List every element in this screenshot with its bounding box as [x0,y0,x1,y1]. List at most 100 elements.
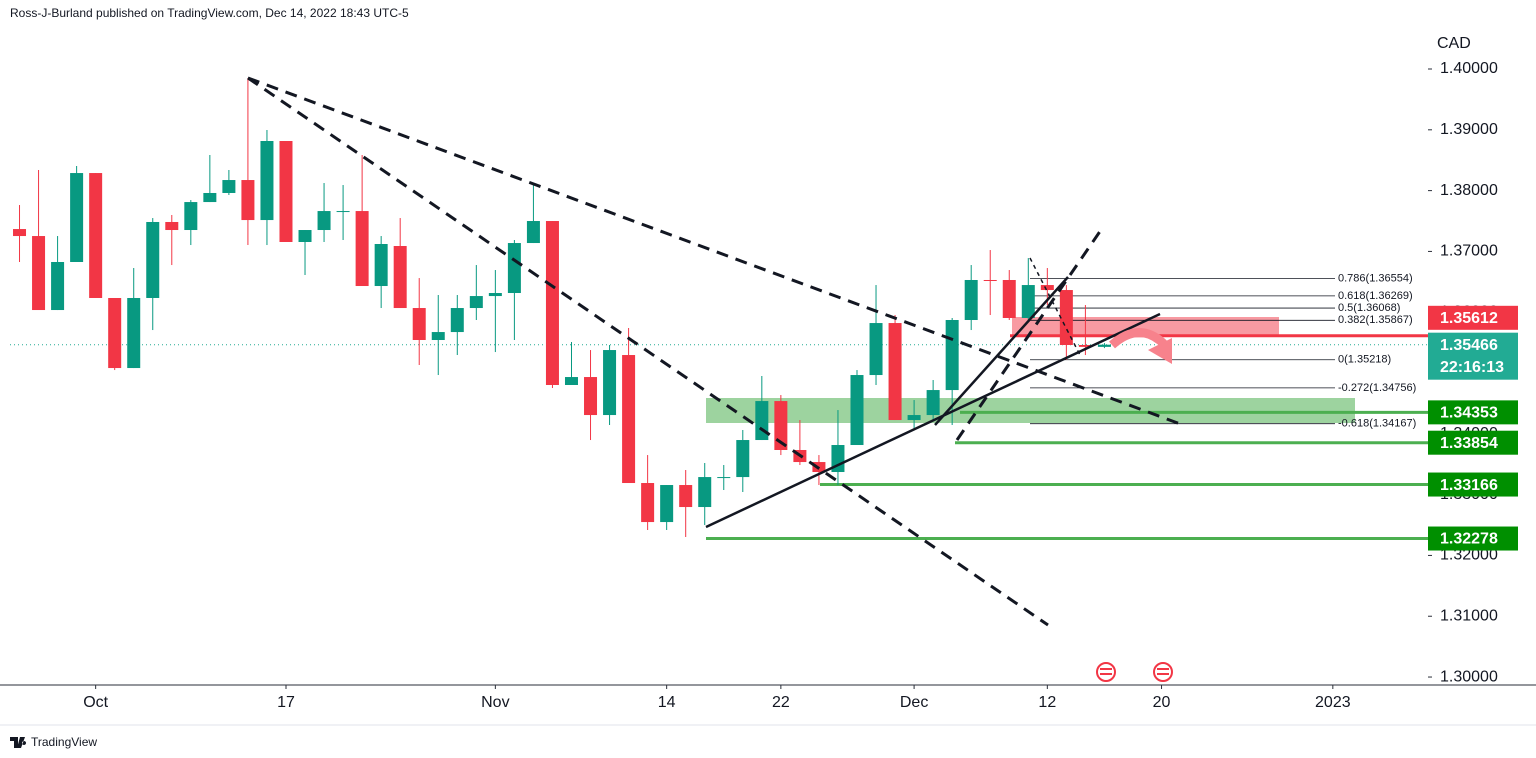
trend-line [247,76,1049,627]
arrow-head [1148,338,1172,364]
countdown: 22:16:13 [1440,359,1504,376]
fib-label: 0(1.35218) [1338,354,1391,366]
x-tick-label: 22 [772,694,790,711]
candle-body [488,293,502,297]
candle-body [945,320,959,391]
candle-body [260,141,274,221]
candle-body [698,477,712,508]
candle-body [584,377,598,416]
price-box [1428,472,1518,497]
price-box [1428,305,1518,330]
fib-label: -0.272(1.34756) [1338,382,1416,394]
candle-body [146,221,160,298]
x-tick-label: 14 [658,694,676,711]
candle-body [431,332,445,341]
y-tick-label: 1.40000 [1440,60,1498,77]
arrow [1109,328,1169,349]
candle-body [888,323,902,421]
x-tick-label: Oct [83,694,108,711]
fib-label: 0.5(1.36068) [1338,302,1400,314]
candle-body [241,180,255,221]
candle-body [1002,279,1016,318]
fib-label: -0.618(1.34167) [1338,418,1416,430]
price-box-label: 1.35612 [1440,310,1498,327]
x-tick-label: Nov [481,694,509,711]
candle-body [964,279,978,321]
trend-lines [247,76,1184,627]
candle-body [717,477,731,479]
footer: TradingView [31,735,97,749]
candle-body [279,141,293,242]
candle-body [1021,285,1035,318]
candle-body [545,221,559,386]
candle-body [13,229,27,237]
event-flag [1153,662,1173,682]
fib-label: 0.786(1.36554) [1338,272,1413,284]
candle-body [660,485,674,523]
price-box [1428,526,1518,551]
x-tick-label: 2023 [1315,694,1351,711]
candle-body [679,485,693,508]
candle-body [127,297,141,369]
candle-body [336,211,350,213]
fib-label: 0.618(1.36269) [1338,290,1413,302]
x-tick-label: 17 [277,694,295,711]
candle-body [850,375,864,446]
candle-body [32,236,46,311]
candle-body [926,390,940,416]
event-flag [1096,662,1116,682]
candle-body [622,355,636,484]
price-box-label: 1.33854 [1440,435,1498,452]
y-tick-label: 1.30000 [1440,668,1498,685]
trend-line [934,276,1069,426]
candle-body [450,308,464,333]
price-box [1428,400,1518,425]
candle-body [412,308,426,341]
candle-body [526,221,540,244]
y-tick-label: 1.39000 [1440,121,1498,138]
price-box-label: 1.35466 [1440,337,1498,354]
price-box-label: 1.33166 [1440,477,1498,494]
candle-body [983,279,997,281]
price-box-label: 1.32278 [1440,531,1498,548]
logo [10,737,27,748]
candle-body [184,202,198,231]
price-box-label: 1.34353 [1440,405,1498,422]
candle-body [564,377,578,386]
price-box [1428,430,1518,455]
header: Ross-J-Burland published on TradingView.… [10,6,409,20]
resistance-zone [1012,317,1279,336]
candle-body [165,221,179,231]
x-tick-label: Dec [900,694,928,711]
flag-stripe [1157,673,1169,675]
x-tick-label: 12 [1038,694,1056,711]
candle-body [108,297,122,369]
candle-body [1097,344,1111,347]
currency: CAD [1437,35,1471,52]
candle-body [51,261,65,311]
candle-body [89,173,103,298]
flag-stripe [1100,673,1112,675]
candle-body [222,180,236,193]
y-tick-label: 1.38000 [1440,182,1498,199]
candle-body [317,211,331,231]
candle-body [1040,285,1054,291]
flag-stripe [1157,668,1169,670]
candle-body [736,440,750,478]
trend-line [247,76,1184,427]
candle-body [774,401,788,450]
y-tick-label: 1.31000 [1440,607,1498,624]
fib-label: 0.382(1.35867) [1338,314,1413,326]
candle-body [907,415,921,421]
candle-body [374,244,388,287]
candle-body [355,211,369,287]
candle-body [393,246,407,309]
candle-body [469,296,483,309]
price-box [1428,332,1518,380]
y-tick-label: 1.32000 [1440,547,1498,564]
candle-body [1078,344,1092,347]
candle-body [1059,290,1073,345]
trend-line [955,226,1105,441]
x-tick-label: 20 [1153,694,1171,711]
